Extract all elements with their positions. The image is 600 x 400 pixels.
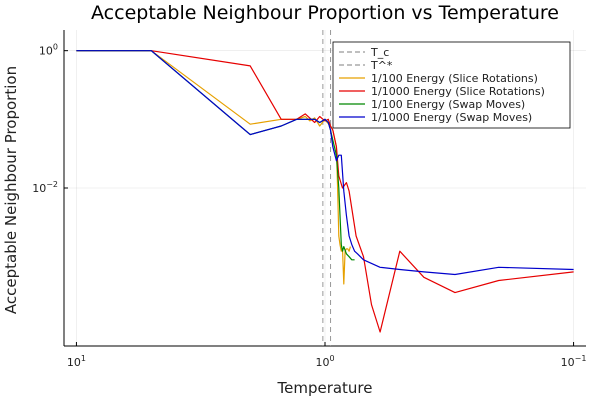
- plot-area: 101 100 10−1 100 10−2: [32, 30, 586, 369]
- legend-label: 1/1000 Energy (Slice Rotations): [371, 85, 545, 98]
- x-tick-label: 10−1: [561, 354, 587, 369]
- legend-box: [332, 41, 571, 129]
- series-line-2: [76, 50, 574, 333]
- legend: T_cT^*1/100 Energy (Slice Rotations)1/10…: [332, 41, 571, 129]
- series-line-4: [76, 50, 574, 276]
- legend-label: 1/1000 Energy (Swap Moves): [371, 111, 532, 124]
- legend-label: T^*: [370, 59, 393, 72]
- legend-label: 1/100 Energy (Slice Rotations): [371, 72, 538, 85]
- legend-label: 1/100 Energy (Swap Moves): [371, 98, 525, 111]
- legend-label: T_c: [370, 46, 389, 59]
- x-tick-label: 100: [315, 354, 334, 369]
- x-axis-label: Temperature: [276, 379, 372, 397]
- y-tick-label: 10−2: [32, 180, 58, 195]
- chart-title: Acceptable Neighbour Proportion vs Tempe…: [91, 2, 559, 24]
- y-axis-label: Acceptable Neighbour Proportion: [2, 66, 20, 314]
- y-tick-label: 100: [39, 43, 58, 58]
- x-tick-label: 101: [67, 354, 86, 369]
